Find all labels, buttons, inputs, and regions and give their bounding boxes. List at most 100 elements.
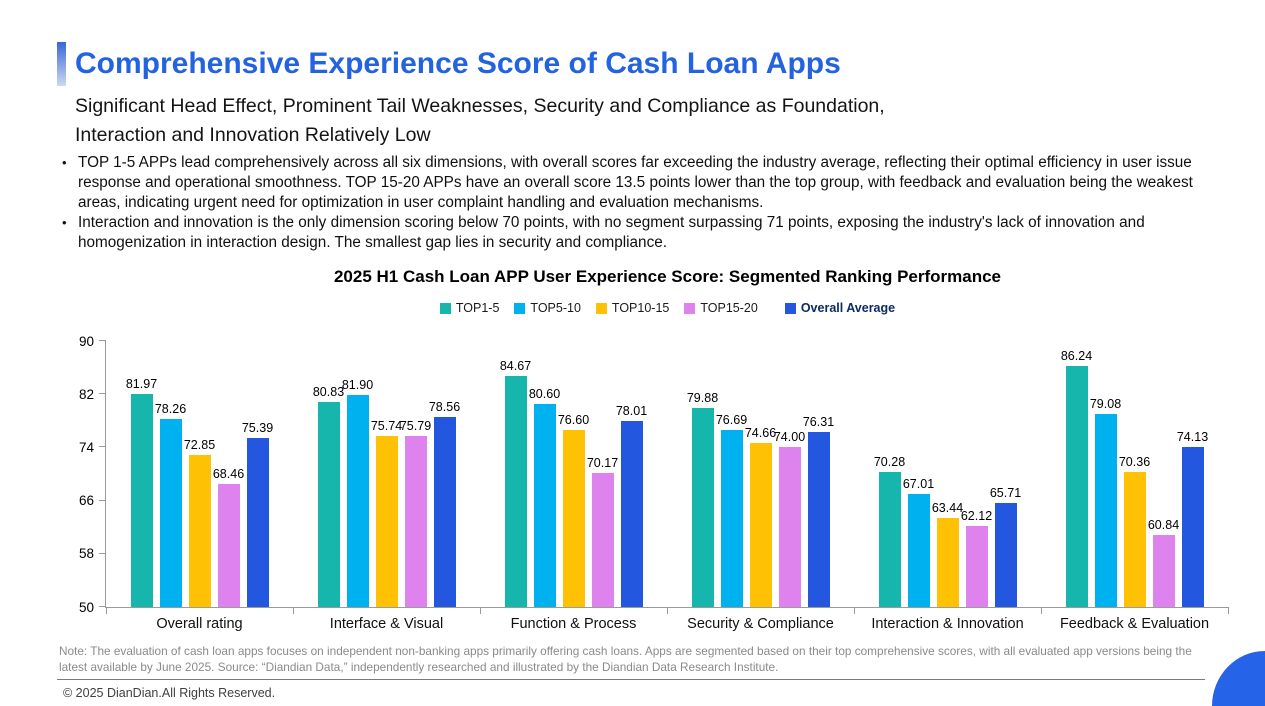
bar-value-label: 79.88 — [686, 391, 719, 406]
bar: 65.71 — [990, 486, 1021, 607]
bullet-item: Interaction and innovation is the only d… — [62, 213, 1236, 253]
bar: 70.28 — [874, 455, 905, 607]
bar: 76.69 — [716, 413, 747, 607]
bullet-item: TOP 1-5 APPs lead comprehensively across… — [62, 153, 1236, 213]
x-axis-tick — [854, 607, 855, 614]
bar: 63.44 — [932, 501, 963, 607]
x-axis-tick — [1228, 607, 1229, 614]
bar-value-label: 80.83 — [312, 384, 345, 399]
source-note: Note: The evaluation of cash loan apps f… — [59, 644, 1192, 674]
bar-value-label: 72.85 — [183, 438, 216, 453]
bar: 76.31 — [803, 415, 834, 607]
bar-value-label: 76.60 — [557, 413, 590, 428]
bar-value-label: 75.74 — [370, 418, 403, 433]
bar-value-label: 70.36 — [1118, 454, 1151, 469]
legend-swatch-icon — [514, 302, 526, 314]
x-axis-tick — [667, 607, 668, 614]
copyright-text: © 2025 DianDian.All Rights Reserved. — [63, 686, 276, 700]
bar-value-label: 63.44 — [931, 500, 964, 515]
category-label: Interaction & Innovation — [871, 616, 1024, 632]
category-label: Feedback & Evaluation — [1059, 616, 1210, 632]
y-axis-tick — [99, 340, 106, 341]
legend-item: TOP10-15 — [595, 301, 670, 315]
legend-swatch-icon — [439, 302, 451, 314]
bar-value-label: 74.66 — [744, 426, 777, 441]
bar: 62.12 — [961, 509, 992, 607]
bar-value-label: 78.01 — [615, 403, 648, 418]
bar: 74.66 — [745, 426, 776, 607]
bar: 76.60 — [558, 413, 589, 607]
page-subtitle: Significant Head Effect, Prominent Tail … — [75, 95, 885, 146]
bar: 75.39 — [242, 421, 273, 607]
legend-swatch-icon — [784, 302, 796, 314]
y-axis-label: 82 — [78, 386, 94, 402]
bar-value-label: 75.39 — [241, 421, 274, 436]
category-label: Security & Compliance — [687, 616, 834, 632]
x-axis-tick — [106, 607, 107, 614]
bar: 74.00 — [774, 430, 805, 607]
bar: 72.85 — [184, 438, 215, 607]
bar-value-label: 62.12 — [960, 509, 993, 524]
bar-group: 70.28 67.01 63.44 62.12 65.71 Interaction & I… — [854, 341, 1041, 632]
corner-decoration — [1212, 651, 1265, 706]
bar-value-label: 86.24 — [1060, 349, 1093, 364]
y-axis-label: 74 — [78, 439, 94, 455]
bar-value-label: 84.67 — [499, 359, 532, 374]
bar-group: 84.67 80.60 76.60 70.17 78.01 Function & Proc… — [480, 341, 667, 632]
chart-legend: TOP1-5 TOP5-10 TOP10-15 TOP15-20 Overall Ave… — [105, 301, 1230, 315]
bar: 81.97 — [126, 377, 157, 607]
bar: 80.60 — [529, 387, 560, 607]
x-axis-tick — [293, 607, 294, 614]
legend-item: Overall Average — [784, 301, 895, 315]
bar-value-label: 79.08 — [1089, 396, 1122, 411]
y-axis-label: 50 — [78, 599, 94, 615]
bar-value-label: 76.69 — [715, 412, 748, 427]
bar: 80.83 — [313, 385, 344, 607]
bar-value-label: 74.00 — [773, 430, 806, 445]
y-axis-label: 66 — [78, 492, 94, 508]
category-label: Function & Process — [510, 616, 637, 632]
category-label: Interface & Visual — [329, 616, 444, 632]
legend-swatch-icon — [684, 302, 696, 314]
bar: 70.17 — [587, 456, 618, 607]
bar: 68.46 — [213, 467, 244, 607]
bar-value-label: 60.84 — [1147, 517, 1180, 532]
legend-swatch-icon — [595, 302, 607, 314]
bar: 60.84 — [1148, 518, 1179, 607]
x-axis-tick — [1041, 607, 1042, 614]
bar-value-label: 78.26 — [154, 402, 187, 417]
legend-label: TOP15-20 — [700, 301, 758, 315]
bar-value-label: 81.97 — [125, 377, 158, 392]
y-axis-tick — [99, 499, 106, 501]
y-axis-tick — [99, 393, 106, 395]
bar-value-label: 68.46 — [212, 467, 245, 482]
page-title: Comprehensive Experience Score of Cash L… — [75, 47, 841, 80]
footer-divider — [57, 679, 1205, 680]
bar-group: 81.97 78.26 72.85 68.46 75.39 Overall rating — [106, 341, 293, 632]
bar: 75.79 — [400, 419, 431, 607]
title-accent-bar — [57, 42, 66, 86]
bar: 78.56 — [429, 400, 460, 607]
x-axis-tick — [480, 607, 481, 614]
bar: 79.88 — [687, 391, 718, 607]
bar: 70.36 — [1119, 455, 1150, 607]
legend-item: TOP1-5 — [439, 301, 499, 315]
legend-item: TOP15-20 — [684, 301, 758, 315]
bar-value-label: 75.79 — [399, 418, 432, 433]
y-axis-label: 90 — [78, 333, 94, 349]
bar: 75.74 — [371, 419, 402, 607]
bar-group: 80.83 81.90 75.74 75.79 78.56 Interface & Vis… — [293, 341, 480, 632]
y-axis-tick — [99, 606, 106, 607]
bar: 78.01 — [616, 404, 647, 607]
chart-title: 2025 H1 Cash Loan APP User Experience Sc… — [333, 267, 1002, 286]
bar-value-label: 74.13 — [1176, 429, 1209, 444]
bar: 86.24 — [1061, 349, 1092, 607]
legend-label: TOP5-10 — [530, 301, 581, 315]
chart-plot-area: 81.97 78.26 72.85 68.46 75.39 Overall rating 8… — [79, 334, 1229, 632]
bar: 81.90 — [342, 378, 373, 607]
bar-group: 79.88 76.69 74.66 74.00 76.31 Security & Comp… — [667, 341, 854, 632]
bar-value-label: 76.31 — [802, 415, 835, 430]
bar-value-label: 78.56 — [428, 400, 461, 415]
y-axis-label: 58 — [78, 546, 94, 562]
legend-label: TOP10-15 — [611, 301, 670, 315]
